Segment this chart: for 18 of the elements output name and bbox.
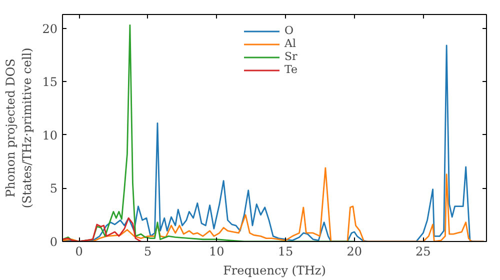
legend-label: Al [284, 37, 297, 50]
y-tick-label: 15 [42, 75, 58, 90]
x-tick-label: 15 [278, 244, 294, 258]
legend-label: O [284, 24, 295, 37]
x-tick-label: 5 [144, 244, 152, 258]
x-tick-label: 10 [209, 244, 224, 258]
line-series [62, 217, 142, 242]
x-tick-label: 25 [416, 244, 431, 258]
x-tick-label: 0 [75, 244, 83, 258]
legend-label: Te [284, 63, 298, 76]
legend-label: Sr [284, 50, 298, 63]
y-axis-title: Phonon projected DOS (States/THz·primitive cell) [3, 48, 34, 208]
y-tick-label: 20 [42, 22, 58, 36]
x-tick-label: 20 [346, 244, 362, 258]
x-axis-title: Frequency (THz) [223, 264, 326, 278]
y-tick-label: 0 [50, 235, 58, 249]
y-tick-label: 5 [50, 182, 58, 196]
y-tick-label: 10 [42, 128, 58, 142]
